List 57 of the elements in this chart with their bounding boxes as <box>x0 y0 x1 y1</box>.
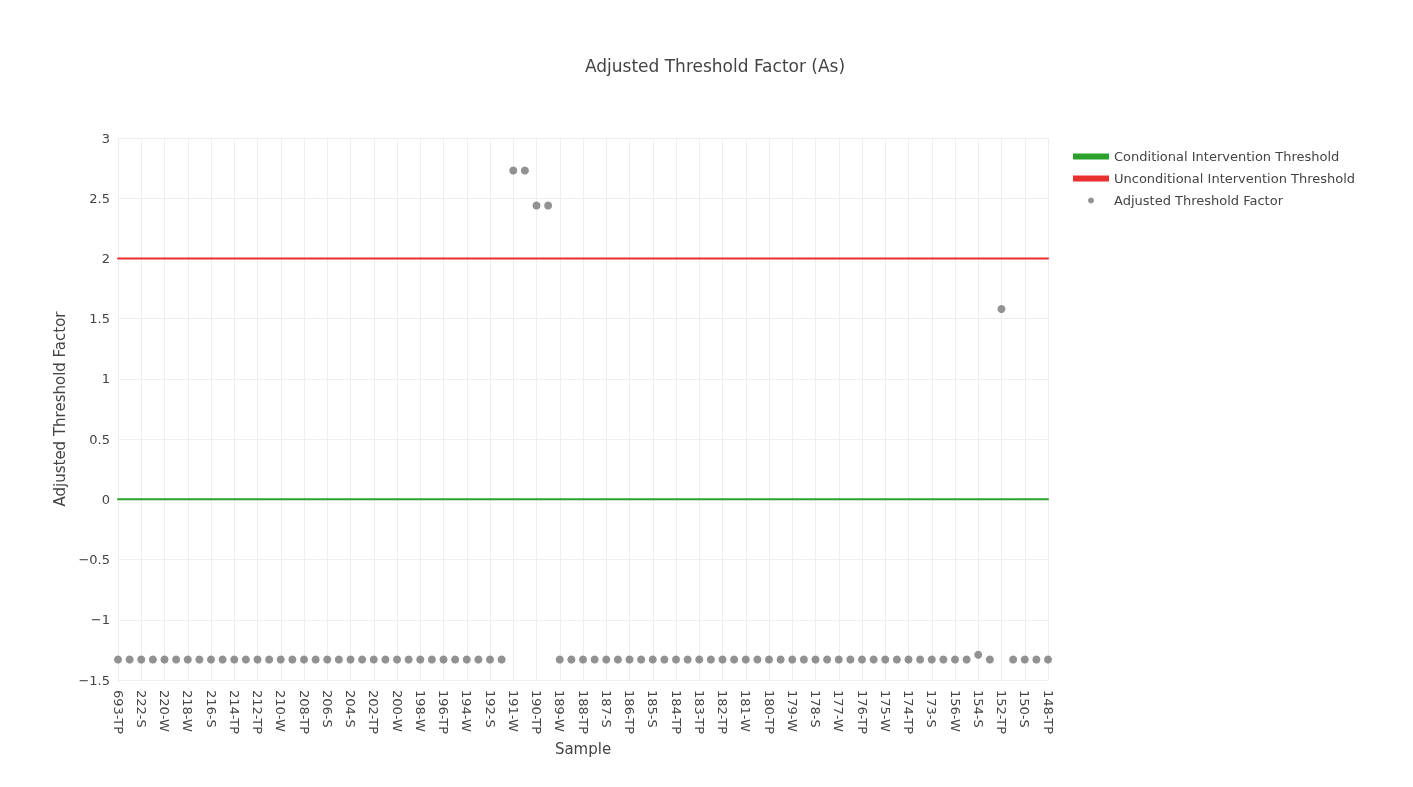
x-tick-label: 198-W <box>412 690 428 732</box>
x-tick-label: 222-S <box>133 690 149 728</box>
y-tick-label: 0.5 <box>89 431 110 447</box>
y-tick-label: −0.5 <box>78 552 110 568</box>
x-tick-label: 204-S <box>343 690 358 728</box>
y-tick-label: 2 <box>101 250 110 266</box>
x-tick-label: 173-S <box>924 690 940 728</box>
x-tick-label: 184-TP <box>668 690 684 735</box>
x-tick-label: 180-TP <box>761 690 777 735</box>
x-tick-label: 156-W <box>947 690 963 732</box>
x-tick-label: 194-W <box>459 690 475 732</box>
x-tick-label: 191-W <box>505 690 521 732</box>
y-tick-label: 1.5 <box>89 311 110 327</box>
x-tick-label: 185-S <box>645 690 661 728</box>
x-tick-label: 175-W <box>877 690 893 732</box>
x-tick-label: 189-W <box>552 690 568 732</box>
x-tick-label: 190-TP <box>529 690 544 735</box>
x-tick-label: 179-W <box>784 690 800 732</box>
x-tick-label: 154-S <box>970 690 986 728</box>
y-tick-label: −1 <box>90 612 110 628</box>
x-tick-label: 152-TP <box>994 690 1009 735</box>
x-tick-label: 174-TP <box>901 690 916 735</box>
x-tick-label: 208-TP <box>296 690 312 735</box>
x-tick-label: 187-S <box>598 690 614 728</box>
x-tick-label: 178-S <box>808 690 823 728</box>
x-tick-label: 188-TP <box>575 690 591 735</box>
y-tick-label: 1 <box>101 371 110 387</box>
x-tick-label: 200-W <box>389 690 405 732</box>
x-tick-label: 218-W <box>180 690 196 732</box>
x-tick-label: 214-TP <box>226 690 242 735</box>
chart-title: Adjusted Threshold Factor (As) <box>584 55 846 76</box>
x-tick-label: 182-TP <box>715 690 730 735</box>
x-tick-label: 196-TP <box>436 690 451 735</box>
x-tick-label: 220-W <box>157 690 172 732</box>
y-tick-label: −1.5 <box>78 672 110 688</box>
y-tick-label: 2.5 <box>89 190 110 206</box>
x-tick-label: 183-TP <box>691 690 707 735</box>
x-axis-title: Sample <box>554 740 612 759</box>
x-tick-label: 693-TP <box>110 690 126 735</box>
x-tick-label: 181-W <box>738 690 754 732</box>
x-tick-label: 202-TP <box>366 690 382 735</box>
legend-label: Unconditional Intervention Threshold <box>1114 171 1356 186</box>
x-tick-label: 212-TP <box>250 690 265 735</box>
y-axis-title: Adjusted Threshold Factor <box>51 310 70 507</box>
x-tick-label: 186-TP <box>622 690 637 735</box>
x-tick-label: 148-TP <box>1040 690 1056 735</box>
x-tick-label: 206-S <box>319 690 335 728</box>
x-tick-label: 216-S <box>203 690 219 728</box>
y-tick-label: 0 <box>101 491 110 507</box>
x-tick-label: 150-S <box>1017 690 1033 728</box>
legend-label: Adjusted Threshold Factor <box>1114 193 1284 208</box>
legend-label: Conditional Intervention Threshold <box>1114 149 1340 164</box>
x-tick-label: 177-W <box>831 690 847 732</box>
x-tick-label: 192-S <box>482 690 498 728</box>
y-tick-label: 3 <box>101 130 110 146</box>
x-tick-label: 176-TP <box>854 690 870 735</box>
x-tick-label: 210-W <box>273 690 289 732</box>
